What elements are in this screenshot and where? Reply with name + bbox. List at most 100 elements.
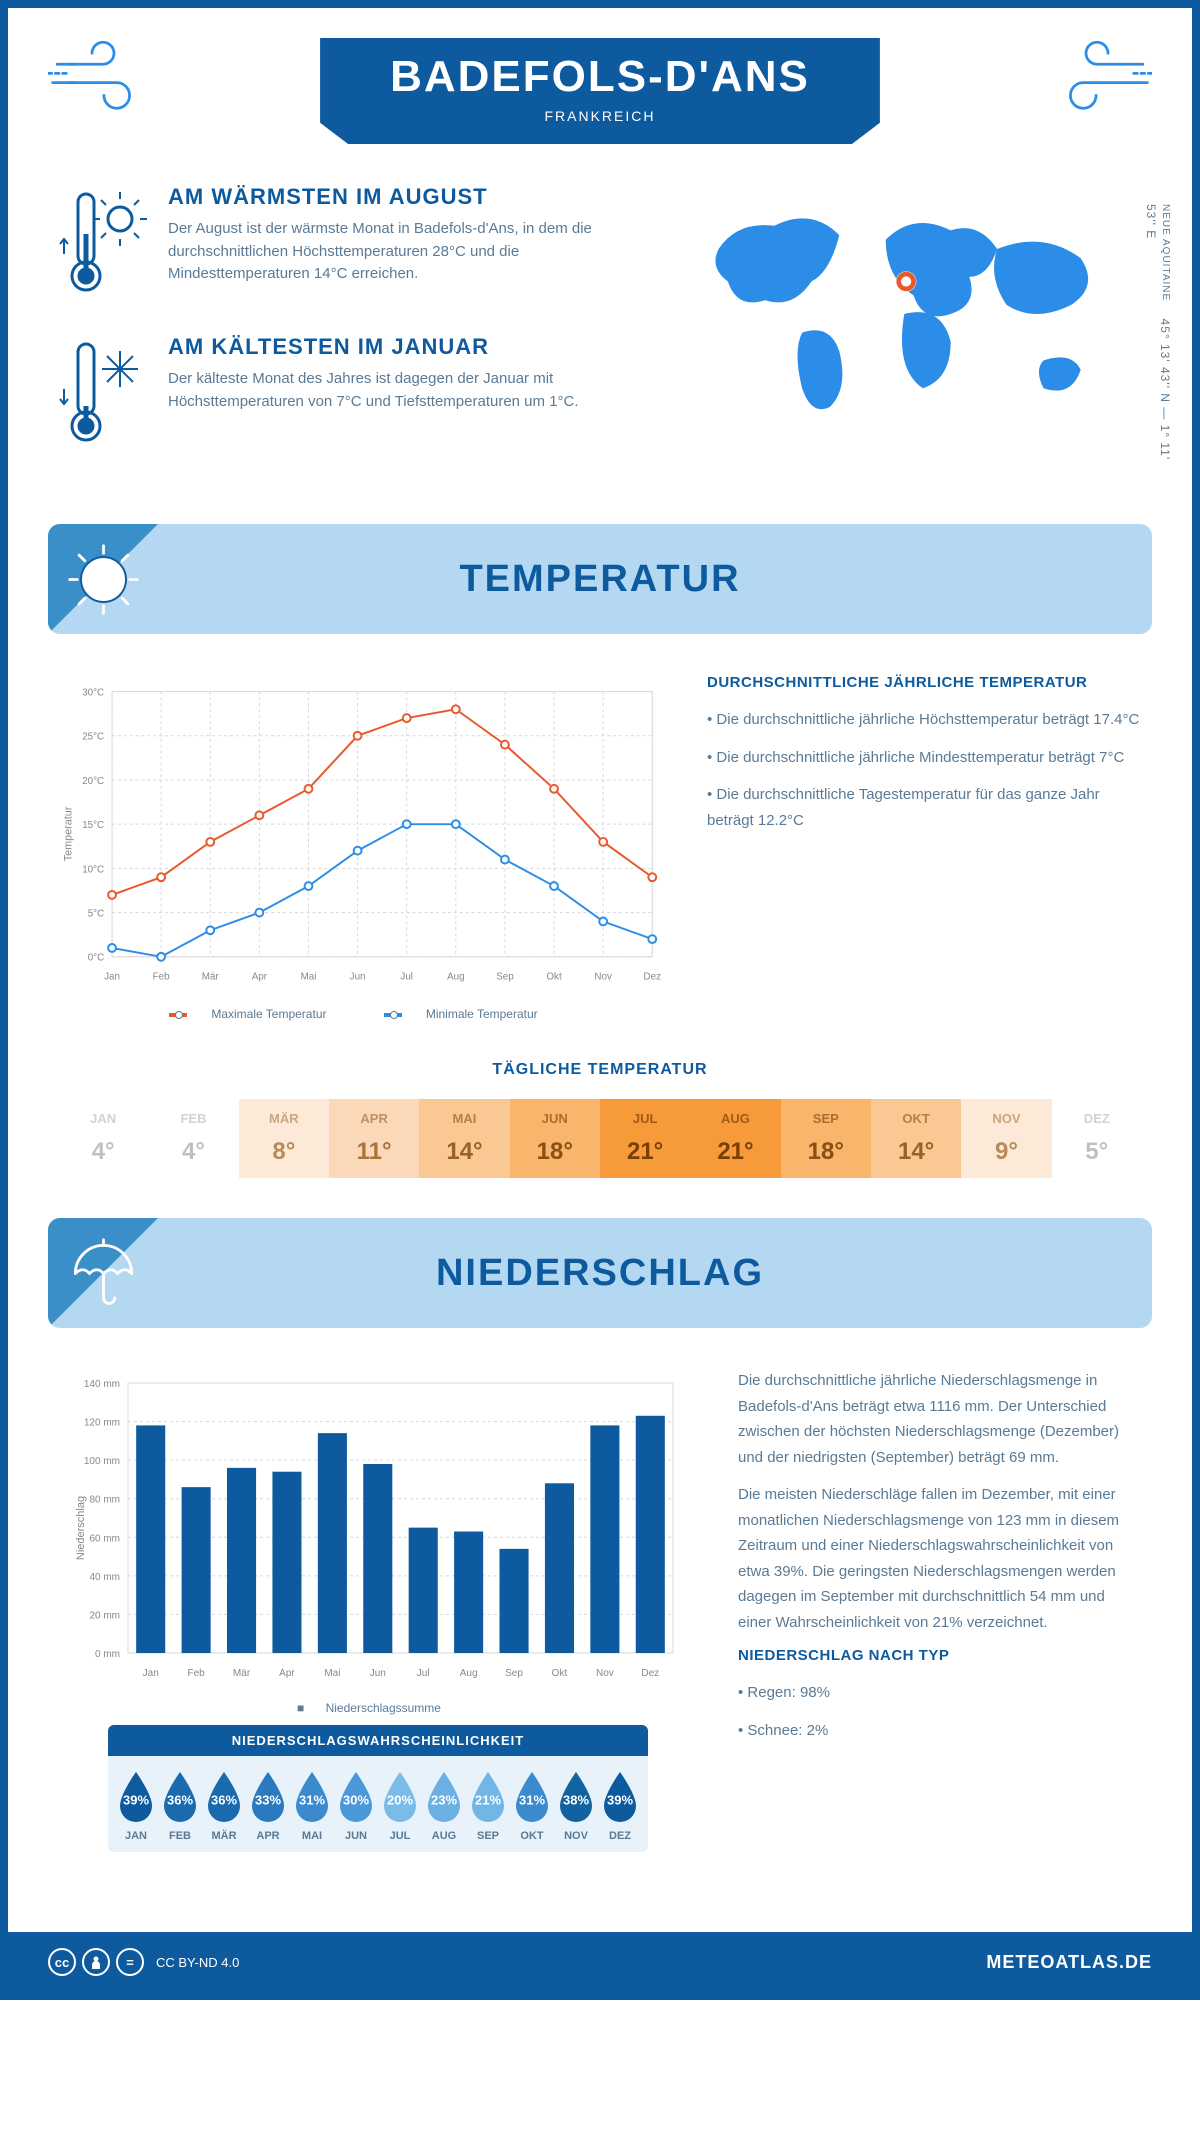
header: BADEFOLS-D'ANS FRANKREICH — [8, 8, 1192, 154]
svg-text:Aug: Aug — [447, 971, 464, 982]
temp-cell: SEP18° — [781, 1099, 871, 1178]
svg-text:Apr: Apr — [279, 1668, 295, 1679]
svg-text:Jun: Jun — [370, 1668, 386, 1679]
thermometer-cold-icon — [58, 334, 148, 454]
svg-text:Temperatur: Temperatur — [63, 806, 75, 861]
svg-text:Mär: Mär — [233, 1668, 251, 1679]
title-banner: BADEFOLS-D'ANS FRANKREICH — [320, 38, 880, 144]
legend-max: Maximale Temperatur — [211, 1007, 326, 1021]
svg-text:Mai: Mai — [301, 971, 317, 982]
precip-header: NIEDERSCHLAG — [48, 1218, 1152, 1328]
daily-temp-title: TÄGLICHE TEMPERATUR — [58, 1061, 1142, 1079]
coldest-block: AM KÄLTESTEN IM JANUAR Der kälteste Mona… — [58, 334, 627, 454]
svg-text:15°C: 15°C — [82, 820, 104, 831]
svg-text:10°C: 10°C — [82, 864, 104, 875]
svg-text:20 mm: 20 mm — [89, 1610, 120, 1621]
warmest-desc: Der August ist der wärmste Monat in Bade… — [168, 218, 627, 286]
temperature-title: TEMPERATUR — [48, 558, 1152, 601]
svg-text:80 mm: 80 mm — [89, 1495, 120, 1506]
coldest-text: AM KÄLTESTEN IM JANUAR Der kälteste Mona… — [168, 334, 627, 454]
svg-text:Feb: Feb — [153, 971, 170, 982]
precip-type-bullet: • Regen: 98% — [738, 1680, 1142, 1706]
map-block: NEUE AQUITAINE 45° 13' 43'' N — 1° 11' 5… — [667, 184, 1142, 484]
intro-left: AM WÄRMSTEN IM AUGUST Der August ist der… — [58, 184, 627, 484]
prob-cell: 20%JUL — [378, 1770, 422, 1842]
svg-text:Nov: Nov — [596, 1668, 614, 1679]
footer: cc = CC BY-ND 4.0 METEOATLAS.DE — [8, 1932, 1192, 1992]
temp-bullet: • Die durchschnittliche jährliche Höchst… — [707, 707, 1142, 733]
daily-temp-section: TÄGLICHE TEMPERATUR JAN4°FEB4°MÄR8°APR11… — [8, 1051, 1192, 1208]
temp-cell: APR11° — [329, 1099, 419, 1178]
page-subtitle: FRANKREICH — [390, 108, 810, 124]
prob-cell: 39%DEZ — [598, 1770, 642, 1842]
legend-min: Minimale Temperatur — [426, 1007, 538, 1021]
prob-cell: 36%FEB — [158, 1770, 202, 1842]
temp-cell: OKT14° — [871, 1099, 961, 1178]
warmest-title: AM WÄRMSTEN IM AUGUST — [168, 184, 627, 210]
precip-chart: 0 mm20 mm40 mm60 mm80 mm100 mm120 mm140 … — [58, 1368, 698, 1882]
precip-type-title: NIEDERSCHLAG NACH TYP — [738, 1647, 1142, 1664]
temp-cell: JUN18° — [510, 1099, 600, 1178]
svg-text:30°C: 30°C — [82, 688, 104, 699]
prob-title: NIEDERSCHLAGSWAHRSCHEINLICHKEIT — [108, 1725, 648, 1756]
temp-side-title: DURCHSCHNITTLICHE JÄHRLICHE TEMPERATUR — [707, 674, 1142, 691]
prob-cell: 36%MÄR — [202, 1770, 246, 1842]
coldest-desc: Der kälteste Monat des Jahres ist dagege… — [168, 368, 627, 413]
temperature-side: DURCHSCHNITTLICHE JÄHRLICHE TEMPERATUR •… — [707, 674, 1142, 1021]
daily-temp-table: JAN4°FEB4°MÄR8°APR11°MAI14°JUN18°JUL21°A… — [58, 1099, 1142, 1178]
svg-text:Jan: Jan — [143, 1668, 159, 1679]
temp-cell: JUL21° — [600, 1099, 690, 1178]
prob-cell: 23%AUG — [422, 1770, 466, 1842]
svg-text:Jan: Jan — [104, 971, 120, 982]
prob-cell: 30%JUN — [334, 1770, 378, 1842]
temp-cell: FEB4° — [148, 1099, 238, 1178]
temperature-chart: 0°C5°C10°C15°C20°C25°C30°CTemperaturJanF… — [58, 674, 667, 1021]
temp-cell: AUG21° — [690, 1099, 780, 1178]
svg-text:0 mm: 0 mm — [95, 1649, 120, 1660]
temperature-chart-row: 0°C5°C10°C15°C20°C25°C30°CTemperaturJanF… — [8, 644, 1192, 1051]
coldest-title: AM KÄLTESTEN IM JANUAR — [168, 334, 627, 360]
svg-text:Niederschlag: Niederschlag — [75, 1496, 87, 1560]
temp-cell: NOV9° — [961, 1099, 1051, 1178]
wind-icon — [48, 38, 158, 118]
temperature-legend: Maximale Temperatur Minimale Temperatur — [58, 1007, 667, 1021]
svg-text:20°C: 20°C — [82, 776, 104, 787]
prob-row: 39%JAN36%FEB36%MÄR33%APR31%MAI30%JUN20%J… — [108, 1756, 648, 1852]
svg-text:Mai: Mai — [324, 1668, 340, 1679]
prob-cell: 31%MAI — [290, 1770, 334, 1842]
svg-text:Nov: Nov — [594, 971, 612, 982]
coords-region: NEUE AQUITAINE — [1160, 204, 1171, 301]
thermometer-hot-icon — [58, 184, 148, 304]
prob-cell: 39%JAN — [114, 1770, 158, 1842]
svg-text:Jun: Jun — [350, 971, 366, 982]
svg-text:Dez: Dez — [644, 971, 662, 982]
svg-text:Aug: Aug — [460, 1668, 478, 1679]
precip-legend: ■ Niederschlagssumme — [58, 1701, 698, 1715]
cc-icons: cc = — [48, 1948, 144, 1976]
precip-type-bullet: • Schnee: 2% — [738, 1718, 1142, 1744]
brand: METEOATLAS.DE — [986, 1952, 1152, 1973]
page: BADEFOLS-D'ANS FRANKREICH — [0, 0, 1200, 2000]
precip-side: Die durchschnittliche jährliche Niedersc… — [738, 1368, 1142, 1882]
svg-text:40 mm: 40 mm — [89, 1572, 120, 1583]
prob-cell: 21%SEP — [466, 1770, 510, 1842]
svg-text:25°C: 25°C — [82, 732, 104, 743]
prob-cell: 31%OKT — [510, 1770, 554, 1842]
svg-text:Feb: Feb — [188, 1668, 206, 1679]
warmest-text: AM WÄRMSTEN IM AUGUST Der August ist der… — [168, 184, 627, 304]
license-text: CC BY-ND 4.0 — [156, 1955, 239, 1970]
svg-text:100 mm: 100 mm — [84, 1456, 120, 1467]
intro-section: AM WÄRMSTEN IM AUGUST Der August ist der… — [8, 154, 1192, 514]
precip-chart-row: 0 mm20 mm40 mm60 mm80 mm100 mm120 mm140 … — [8, 1338, 1192, 1912]
temp-bullet: • Die durchschnittliche jährliche Mindes… — [707, 745, 1142, 771]
legend-precip: Niederschlagssumme — [326, 1701, 441, 1715]
svg-text:Okt: Okt — [546, 971, 562, 982]
nd-icon: = — [116, 1948, 144, 1976]
cc-icon: cc — [48, 1948, 76, 1976]
svg-text:Sep: Sep — [496, 971, 514, 982]
by-icon — [82, 1948, 110, 1976]
svg-text:Jul: Jul — [417, 1668, 430, 1679]
umbrella-icon — [66, 1236, 141, 1311]
coordinates: NEUE AQUITAINE 45° 13' 43'' N — 1° 11' 5… — [1144, 204, 1172, 484]
temp-cell: JAN4° — [58, 1099, 148, 1178]
